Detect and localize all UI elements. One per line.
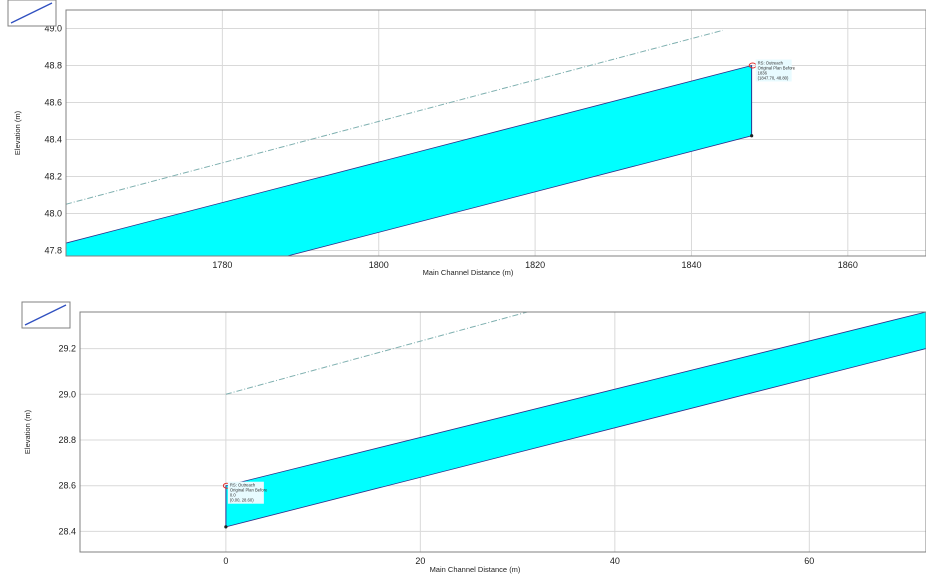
plot-frame [79, 311, 926, 553]
annotation-box [227, 481, 264, 504]
x-tick-label: 20 [415, 556, 425, 566]
chart-bottom-svg: 28.4 28.6 28.8 29.0 29.2 0 20 40 60 Main Channel … [21, 301, 926, 574]
plot-frame [65, 9, 926, 257]
x-tick-label: 1800 [369, 260, 389, 270]
dashed-line [225, 312, 528, 395]
dashed-line [66, 29, 723, 205]
x-tick-label: 1780 [212, 260, 232, 270]
y-axis-label: Elevation (m) [13, 110, 22, 155]
annotation-line: RS: Outreach [230, 483, 256, 488]
x-axis-label: Main Channel Distance (m) [430, 565, 521, 574]
y-tick-label: 29.2 [58, 344, 76, 354]
chart-panel-bottom: 28.4 28.6 28.8 29.0 29.2 0 20 40 60 Main Channel … [0, 301, 926, 576]
thumbnail-line-icon [24, 304, 67, 326]
annotation-line: RS: Outreach [758, 60, 784, 65]
y-tick-label: 48.4 [44, 134, 62, 144]
y-tick-label: 48.2 [44, 171, 62, 181]
y-axis-label: Elevation (m) [23, 409, 32, 454]
x-axis-label: Main Channel Distance (m) [423, 268, 514, 277]
annotation-line: Original Plan Before [758, 65, 796, 70]
annotation-line: (1847.70, 48.80) [758, 75, 789, 80]
annotation-line: (0.00, 28.60) [230, 498, 254, 503]
chart-panel-top: 47.8 48.0 48.2 48.4 48.6 48.8 49.0 1780 1800 1820… [0, 0, 926, 286]
y-tick-label: 47.8 [44, 245, 62, 255]
y-tick-label: 29.0 [58, 389, 76, 399]
annotation-line: 0.0 [230, 493, 236, 498]
annotation-line: 1836 [758, 70, 768, 75]
plot-area [66, 29, 753, 256]
y-tick-label: 48.0 [44, 208, 62, 218]
y-tick-label: 28.6 [58, 481, 76, 491]
x-tick-label: 60 [804, 556, 814, 566]
annotation-box [755, 59, 792, 82]
x-tick-label: 40 [610, 556, 620, 566]
bottom-point [224, 525, 228, 529]
x-tick-label: 1840 [681, 260, 701, 270]
y-tick-label: 28.4 [58, 526, 76, 536]
y-tick-label: 49.0 [44, 23, 62, 33]
y-tick-label: 48.8 [44, 60, 62, 70]
annotation-line: Original Plan Before [230, 488, 268, 493]
chart-top-svg: 47.8 48.0 48.2 48.4 48.6 48.8 49.0 1780 1800 1820… [7, 0, 926, 277]
bottom-point [750, 134, 754, 138]
plot-area [225, 312, 926, 528]
x-tick-label: 0 [223, 556, 228, 566]
y-tick-label: 28.8 [58, 435, 76, 445]
x-tick-label: 1820 [525, 260, 545, 270]
thumbnail-line-icon [10, 2, 53, 24]
x-tick-label: 1860 [838, 260, 858, 270]
water-band [225, 312, 926, 528]
y-tick-label: 48.6 [44, 97, 62, 107]
